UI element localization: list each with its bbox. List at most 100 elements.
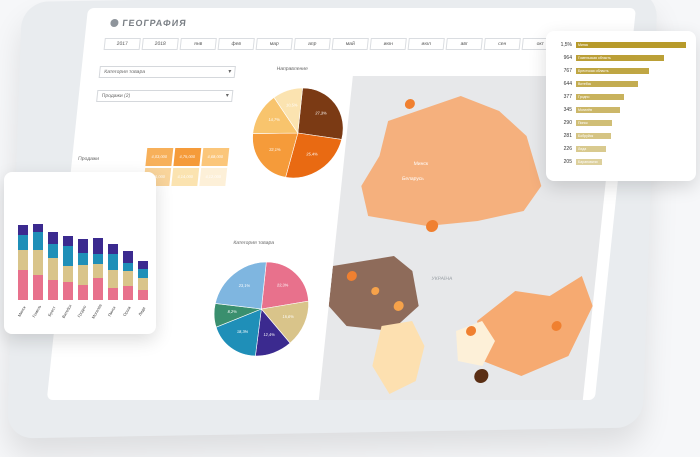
map-panel[interactable]: Минск УКРАЇНА Беларусь bbox=[318, 76, 617, 400]
pie-slice[interactable] bbox=[258, 300, 309, 344]
pie-slice[interactable] bbox=[248, 132, 299, 178]
map-shapes bbox=[328, 96, 596, 394]
period-filter[interactable]: 2017 bbox=[103, 38, 141, 50]
stacked-bar-segment[interactable] bbox=[33, 224, 43, 232]
period-filter[interactable]: май bbox=[331, 38, 369, 50]
ranking-value: 345 bbox=[563, 107, 572, 113]
period-filter[interactable]: 2018 bbox=[141, 38, 179, 50]
category-dropdown-label: Категория товара bbox=[103, 69, 146, 75]
stacked-bar-segment[interactable] bbox=[123, 271, 133, 286]
stacked-bar-segment[interactable] bbox=[93, 238, 103, 254]
pie-slice-label: 22,1% bbox=[269, 147, 281, 152]
stacked-bar-segment[interactable] bbox=[63, 236, 73, 246]
stacked-bar-segment[interactable] bbox=[33, 250, 43, 275]
stacked-bar-segment[interactable] bbox=[138, 278, 148, 290]
stacked-bar-segment[interactable] bbox=[78, 253, 88, 265]
stacked-bar-segment[interactable] bbox=[108, 270, 118, 288]
stacked-bar-segment[interactable] bbox=[93, 254, 103, 264]
sales-dropdown[interactable]: Продажи (2) ▾ bbox=[96, 90, 234, 102]
stacked-bar-segment[interactable] bbox=[63, 282, 73, 300]
stacked-bar-segment[interactable] bbox=[123, 286, 133, 300]
stacked-bar-segment[interactable] bbox=[48, 258, 58, 280]
map-label-minsk: Минск bbox=[413, 161, 429, 167]
ranking-value: 964 bbox=[563, 55, 572, 61]
stacked-bar-segment[interactable] bbox=[138, 261, 148, 269]
pie-slice[interactable] bbox=[270, 87, 303, 134]
map-marker[interactable] bbox=[551, 321, 562, 331]
ranking-bar: Могилёв bbox=[576, 107, 620, 113]
map-marker[interactable] bbox=[425, 220, 439, 232]
stacked-bar-segment[interactable] bbox=[138, 290, 148, 300]
stacked-bar-segment[interactable] bbox=[33, 275, 43, 300]
ranking-value: 644 bbox=[563, 81, 572, 87]
heatmap-cell[interactable]: 4,68,000 bbox=[201, 148, 230, 166]
stacked-bar-segment[interactable] bbox=[78, 265, 88, 285]
ranking-value: 290 bbox=[563, 120, 572, 126]
region-belarus[interactable] bbox=[357, 96, 551, 226]
stacked-bar-segment[interactable] bbox=[63, 246, 73, 266]
period-filter[interactable]: апр bbox=[293, 38, 331, 50]
period-filter[interactable]: июл bbox=[407, 38, 445, 50]
ranking-value: 226 bbox=[563, 146, 572, 152]
map-marker[interactable] bbox=[346, 271, 357, 281]
ranking-card: 1,5% Минск 964 Гомельская область 767 Брестск… bbox=[546, 31, 696, 181]
stacked-bar-label: Могилёв bbox=[91, 303, 103, 319]
heatmap-cell[interactable]: 4,12,000 bbox=[199, 168, 228, 186]
stacked-bar-segment[interactable] bbox=[78, 285, 88, 300]
pie-slice-label: 12,4% bbox=[263, 332, 275, 337]
period-filter[interactable]: сен bbox=[483, 38, 521, 50]
stacked-bar-segment[interactable] bbox=[108, 244, 118, 254]
stacked-bar-segment[interactable] bbox=[18, 235, 28, 250]
stacked-bar-segment[interactable] bbox=[48, 244, 58, 258]
stacked-bar-segment[interactable] bbox=[123, 263, 133, 271]
pie-slice[interactable] bbox=[261, 261, 312, 310]
stacked-bar-segment[interactable] bbox=[138, 269, 148, 278]
period-filter[interactable]: мар bbox=[255, 38, 293, 50]
stacked-bar-segment[interactable] bbox=[48, 280, 58, 300]
pie-slice[interactable] bbox=[285, 132, 343, 179]
page-title: ГЕОГРАФИЯ bbox=[110, 18, 187, 28]
period-filter[interactable]: авг bbox=[445, 38, 483, 50]
pie-slice[interactable] bbox=[213, 308, 262, 357]
period-filter[interactable]: янв bbox=[179, 38, 217, 50]
stacked-bar-segment[interactable] bbox=[108, 288, 118, 300]
map-marker[interactable] bbox=[393, 301, 404, 311]
stacked-bar-segment[interactable] bbox=[78, 239, 88, 253]
stacked-bar-segment[interactable] bbox=[18, 225, 28, 235]
region-small[interactable] bbox=[452, 321, 497, 366]
ranking-bar: Гомельская область bbox=[576, 55, 664, 61]
map-marker[interactable] bbox=[474, 369, 489, 383]
stacked-bar-chart: Минск Гомель Брест Витебск Гродно Могилёв Пинс… bbox=[17, 224, 148, 319]
stacked-bar-segment[interactable] bbox=[33, 232, 43, 250]
stacked-bar-segment[interactable] bbox=[18, 250, 28, 270]
region-center[interactable] bbox=[369, 321, 427, 394]
stacked-bar-segment[interactable] bbox=[93, 278, 103, 300]
pie-bottom-title: Категория товара bbox=[232, 240, 275, 246]
period-filter[interactable]: фев bbox=[217, 38, 255, 50]
ranking-value: 377 bbox=[563, 94, 572, 100]
heatmap-cell[interactable]: 4,75,000 bbox=[173, 148, 202, 166]
ranking-bar: Гродно bbox=[576, 94, 625, 100]
heatmap-cell[interactable]: 4,03,000 bbox=[145, 148, 174, 166]
stacked-bar-segment[interactable] bbox=[63, 266, 73, 282]
stacked-bar-label: Брест bbox=[47, 305, 57, 317]
period-filter[interactable]: июн bbox=[369, 38, 407, 50]
pie-slice[interactable] bbox=[214, 261, 267, 310]
stacked-bar-segment[interactable] bbox=[48, 232, 58, 244]
map-label-belarus: Беларусь bbox=[401, 176, 425, 182]
map-marker[interactable] bbox=[404, 99, 415, 109]
region-east[interactable] bbox=[471, 276, 596, 376]
heatmap-row-label: Продажи bbox=[77, 156, 100, 162]
map-marker[interactable] bbox=[466, 326, 477, 336]
pie-chart-category: 22,3% 15,6% 12,4% 18,3% 8,2% 23,1% bbox=[213, 261, 312, 357]
stacked-bar-segment[interactable] bbox=[108, 254, 118, 270]
heatmap-cell[interactable]: 4,14,000 bbox=[171, 168, 200, 186]
ranking-value: 767 bbox=[563, 68, 572, 74]
stacked-bar-segment[interactable] bbox=[18, 270, 28, 300]
pie-slice[interactable] bbox=[297, 87, 347, 140]
stacked-bar-segment[interactable] bbox=[123, 251, 133, 263]
map-marker[interactable] bbox=[371, 287, 380, 295]
category-dropdown[interactable]: Категория товара ▾ bbox=[98, 66, 236, 78]
pie-top-title: Направление bbox=[276, 66, 309, 72]
stacked-bar-segment[interactable] bbox=[93, 264, 103, 278]
